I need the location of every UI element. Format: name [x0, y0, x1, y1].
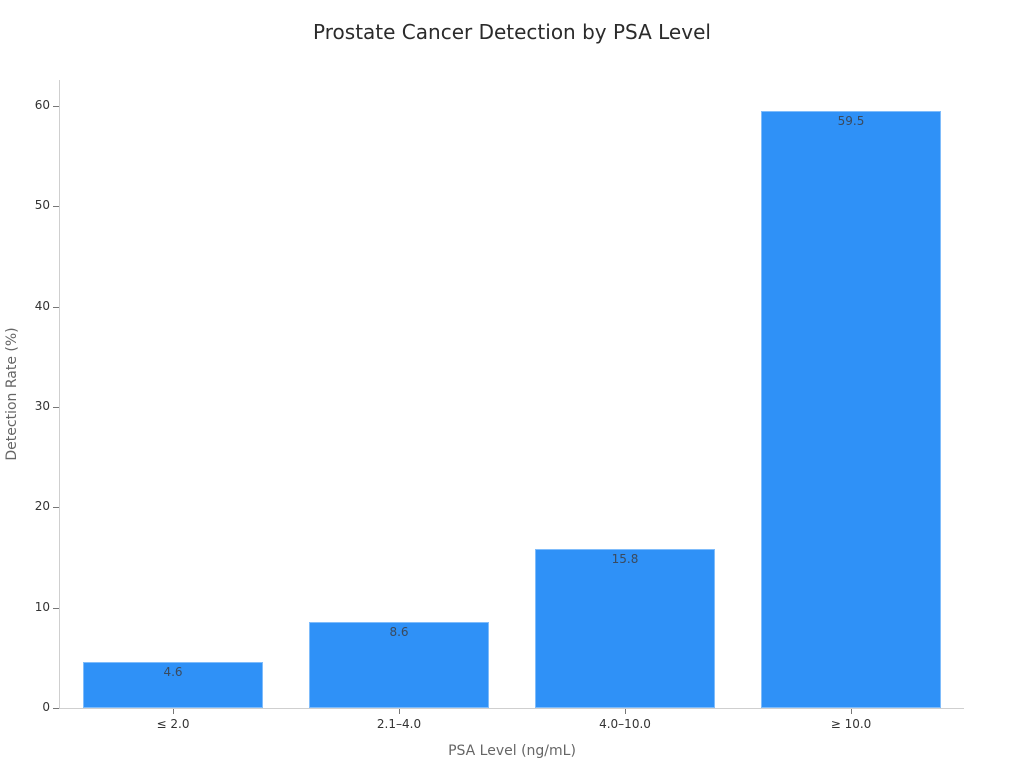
y-tick — [53, 407, 59, 408]
bar — [535, 549, 715, 708]
bar — [83, 661, 263, 708]
y-tick — [53, 607, 59, 609]
x-axis-label: PSA Level (ng/mL) — [448, 743, 576, 759]
y-tick — [53, 708, 59, 709]
y-tick-label: 10 — [34, 599, 50, 614]
y-tick-label: 50 — [34, 198, 50, 213]
bar — [761, 111, 941, 708]
y-tick — [53, 206, 59, 208]
x-tick-label: ≤ 2.0 — [156, 717, 190, 731]
y-tick-label: 30 — [34, 399, 50, 413]
y-tick — [53, 507, 59, 509]
y-tick — [53, 306, 59, 308]
bar-value-label: 59.5 — [837, 114, 865, 129]
y-axis-label: Detection Rate (%) — [4, 327, 20, 461]
x-tick-label: ≥ 10.0 — [830, 717, 872, 731]
x-tick — [399, 709, 400, 714]
y-tick-label: 0 — [42, 700, 50, 714]
y-tick — [53, 106, 59, 107]
bar-value-label: 15.8 — [611, 552, 639, 567]
bar-value-label: 4.6 — [163, 664, 183, 679]
x-tick-label: 4.0–10.0 — [599, 717, 651, 731]
x-tick — [173, 709, 174, 714]
y-tick-label: 40 — [34, 298, 50, 313]
y-tick-label: 20 — [34, 499, 50, 514]
x-tick — [625, 709, 626, 714]
bar — [309, 621, 489, 708]
y-tick-label: 60 — [34, 98, 50, 112]
chart-title: Prostate Cancer Detection by PSA Level — [313, 20, 711, 44]
x-axis-line — [59, 708, 964, 709]
x-tick — [851, 709, 852, 714]
bar-value-label: 8.6 — [389, 624, 409, 639]
y-axis-line — [59, 80, 60, 709]
x-tick-label: 2.1–4.0 — [376, 717, 422, 731]
